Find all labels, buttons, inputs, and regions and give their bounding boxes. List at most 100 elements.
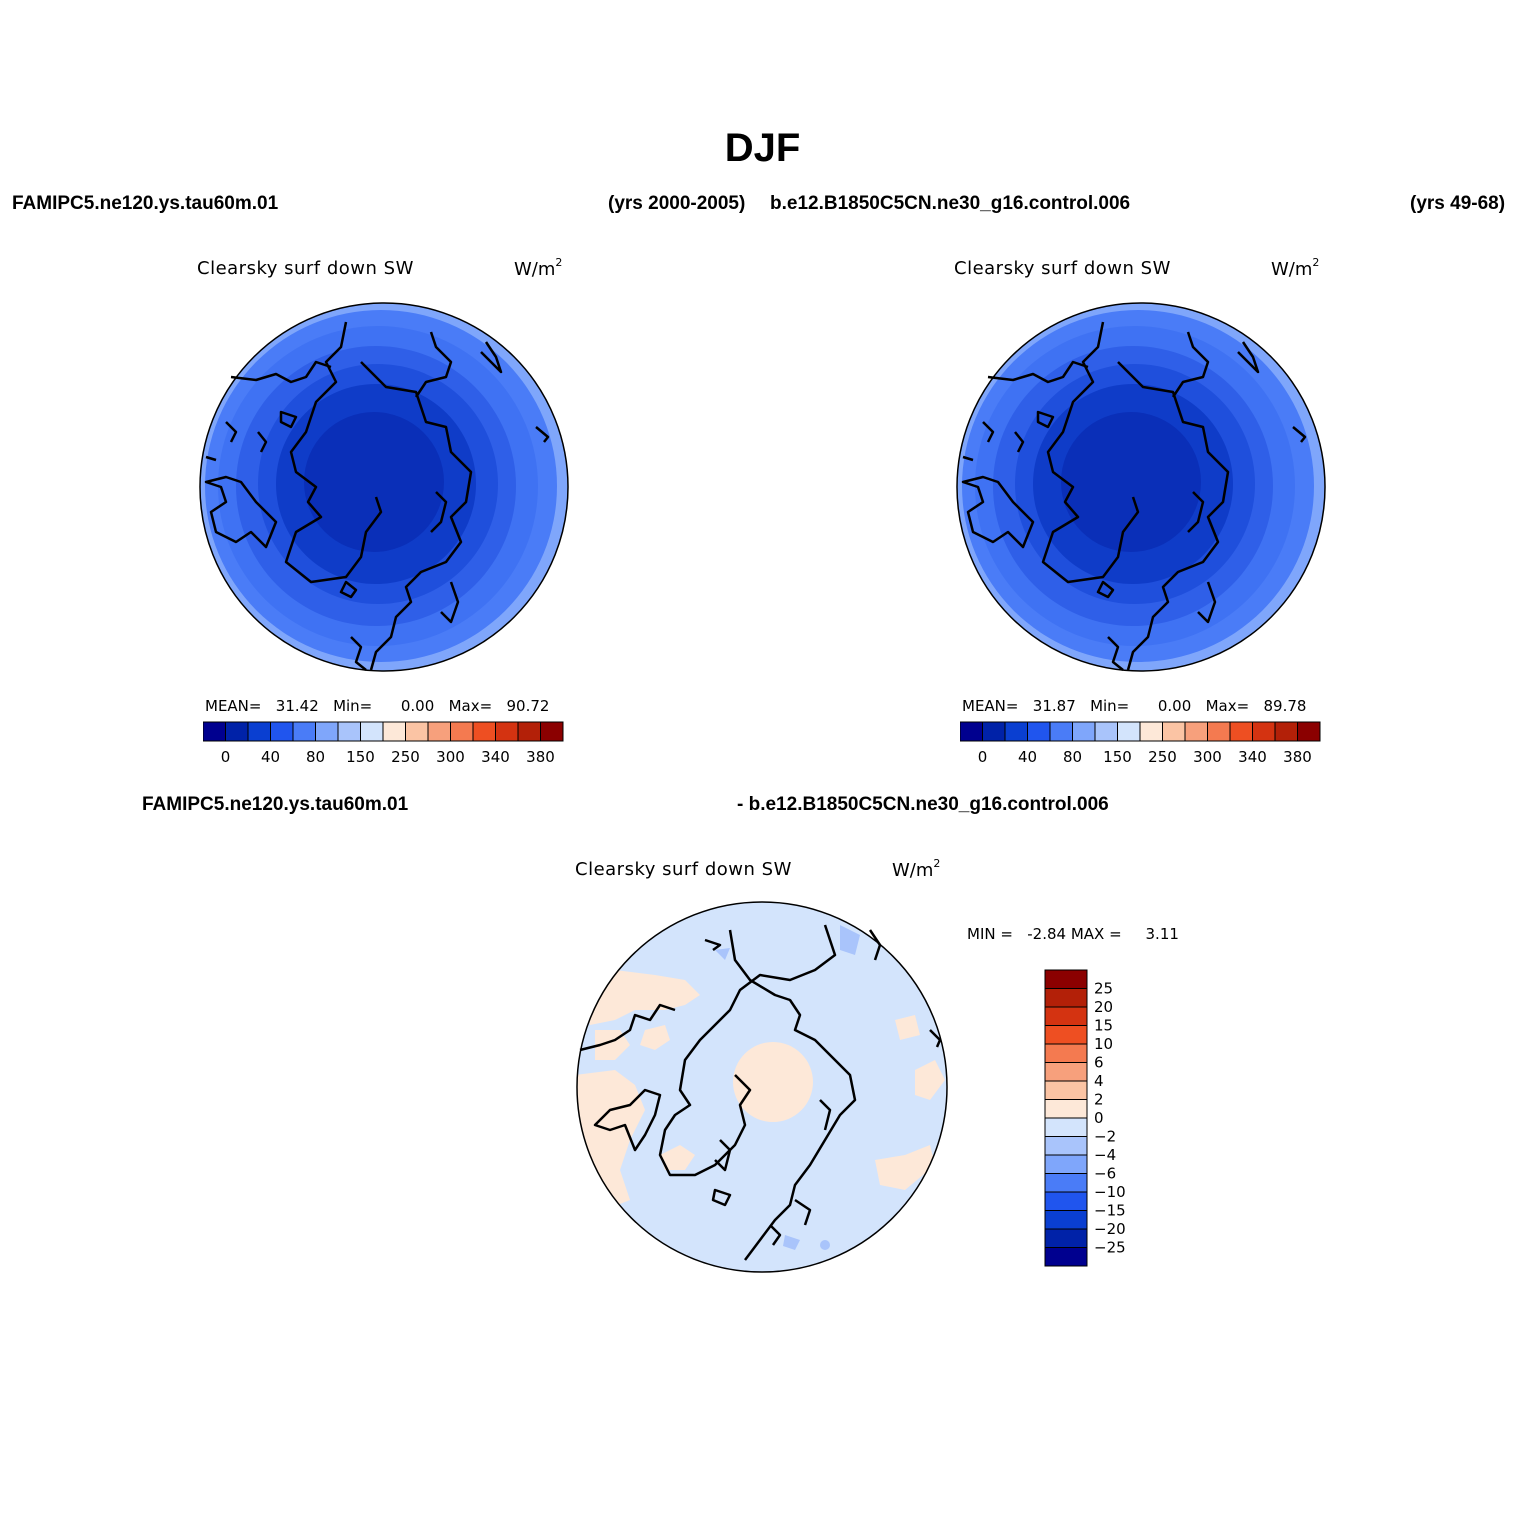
colorbar-box [495,721,519,742]
colorbar-box [1044,1210,1088,1230]
colorbar-box [1044,1025,1088,1045]
panel1-units: W/m2 [514,256,563,280]
panel3-stats: MIN = -2.84 MAX = 3.11 [967,925,1179,943]
colorbar-box [1027,721,1051,742]
colorbar-box [382,721,406,742]
colorbar-label: 0 [1094,1109,1104,1127]
colorbar-box [427,721,451,742]
colorbar-box [1252,721,1276,742]
colorbar-label: 340 [1238,748,1267,766]
coastlines [579,924,942,1261]
colorbar-box [982,721,1006,742]
colorbar-label: −25 [1094,1239,1126,1257]
panel2-colorbar: 0 40 80 150 250 300 340 380 [960,721,1321,766]
colorbar-label: −4 [1094,1146,1116,1164]
colorbar-label: 15 [1094,1017,1113,1035]
colorbar-label: 340 [481,748,510,766]
colorbar-box [1044,1006,1088,1026]
colorbar-label: 20 [1094,998,1113,1016]
colorbar-label: 0 [978,748,988,766]
colorbar-box [1184,721,1208,742]
colorbar-box [203,721,226,742]
colorbar-box [1044,1117,1088,1137]
panel1-colorbar: 0 40 80 150 250 300 340 380 [203,721,564,766]
case2-label: b.e12.B1850C5CN.ne30_g16.control.006 [770,193,1131,214]
colorbar-box [1297,721,1321,742]
colorbar-label: 6 [1094,1054,1104,1072]
colorbar-box [1094,721,1118,742]
panel1-title: Clearsky surf down SW [197,258,414,279]
colorbar-label: −15 [1094,1202,1126,1220]
colorbar-label: −2 [1094,1128,1116,1146]
colorbar-box [1004,721,1028,742]
colorbar-label: 380 [526,748,555,766]
colorbar-label: 250 [391,748,420,766]
colorbar-box [472,721,496,742]
colorbar-label: 80 [306,748,325,766]
colorbar-box [292,721,316,742]
colorbar-box [1229,721,1253,742]
colorbar-label: 80 [1063,748,1082,766]
colorbar-box [1044,1080,1088,1100]
colorbar-label: 4 [1094,1072,1104,1090]
panel2-units: W/m2 [1271,256,1320,280]
diff-right-label: - b.e12.B1850C5CN.ne30_g16.control.006 [737,794,1109,815]
colorbar-box [315,721,339,742]
panel3-units: W/m2 [892,857,941,881]
case2-years: (yrs 49-68) [1410,193,1506,214]
colorbar-label: 250 [1148,748,1177,766]
colorbar-label: 150 [1103,748,1132,766]
coastlines [961,321,1307,671]
colorbar-box [1044,988,1088,1008]
colorbar-box [405,721,429,742]
colorbar-label: −6 [1094,1165,1116,1183]
colorbar-box [450,721,474,742]
colorbar-box [225,721,249,742]
colorbar-box [1044,1173,1088,1193]
colorbar-box [1044,969,1088,989]
coastlines [204,321,550,671]
colorbar-box [1044,1247,1088,1267]
colorbar-label: 10 [1094,1035,1113,1053]
colorbar-label: −10 [1094,1183,1126,1201]
colorbar-box [1044,1043,1088,1063]
panel3-title: Clearsky surf down SW [575,859,792,880]
case1-label: FAMIPC5.ne120.ys.tau60m.01 [12,193,279,214]
colorbar-label: 380 [1283,748,1312,766]
colorbar-box [1044,1228,1088,1248]
colorbar-box [517,721,541,742]
colorbar-box [1044,1099,1088,1119]
colorbar-label: 300 [1193,748,1222,766]
colorbar-label: 0 [221,748,231,766]
colorbar-label: 150 [346,748,375,766]
colorbar-box [1162,721,1186,742]
colorbar-label: 40 [1018,748,1037,766]
colorbar-box [1274,721,1298,742]
colorbar-box [337,721,361,742]
panel1-map [199,302,569,672]
colorbar-box [540,721,564,742]
colorbar-box [270,721,294,742]
colorbar-box [960,721,983,742]
panel1-stats: MEAN= 31.42 Min= 0.00 Max= 90.72 [205,697,550,715]
colorbar-box [1049,721,1073,742]
panel2-stats: MEAN= 31.87 Min= 0.00 Max= 89.78 [962,697,1307,715]
colorbar-label: 2 [1094,1091,1104,1109]
colorbar-label: 300 [436,748,465,766]
colorbar-label: 25 [1094,980,1113,998]
colorbar-box [1072,721,1096,742]
colorbar-box [247,721,271,742]
colorbar-label: −20 [1094,1220,1126,1238]
colorbar-label: 40 [261,748,280,766]
panel2-title: Clearsky surf down SW [954,258,1171,279]
case1-years: (yrs 2000-2005) [608,193,746,214]
page-title: DJF [724,126,801,170]
colorbar-box [1044,1191,1088,1211]
colorbar-box [1044,1062,1088,1082]
colorbar-box [1044,1154,1088,1174]
colorbar-box [1044,1136,1088,1156]
panel3-map [576,901,948,1273]
colorbar-box [1117,721,1141,742]
colorbar-box [360,721,384,742]
